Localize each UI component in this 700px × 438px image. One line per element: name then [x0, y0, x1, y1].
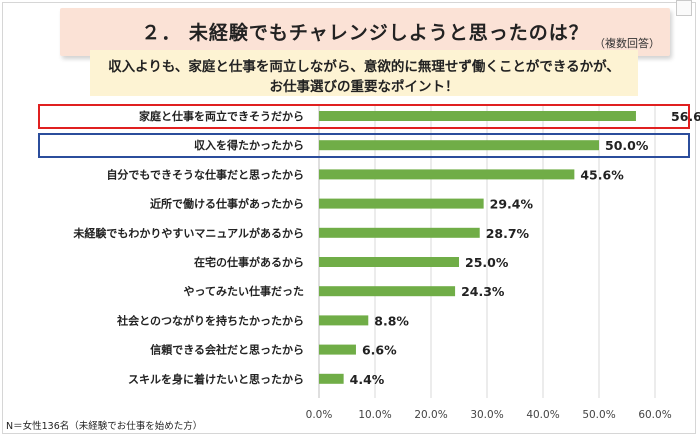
x-tick-label: 0.0% [306, 409, 333, 421]
bar [319, 140, 599, 151]
value-label: 6.6% [362, 343, 397, 358]
subtitle-line-1: 収入よりも、家庭と仕事を両立しながら、意欲的に無理せず働くことができるかが、 [108, 59, 620, 75]
bar [319, 169, 575, 180]
bar [319, 257, 459, 267]
subtitle-banner: 収入よりも、家庭と仕事を両立しながら、意欲的に無理せず働くことができるかが、 お… [90, 50, 638, 96]
x-tick-label: 40.0% [526, 409, 559, 421]
bar [319, 373, 344, 384]
corner-checkbox [676, 0, 692, 16]
bar [319, 111, 636, 121]
chart-frame [2, 2, 696, 434]
category-label: やってみたい仕事だった [184, 284, 304, 298]
value-label: 45.6% [580, 167, 624, 182]
bar [319, 286, 456, 297]
multiple-answer-note: （複数回答） [594, 37, 660, 50]
x-tick-label: 30.0% [470, 409, 503, 421]
subtitle-line-2: お仕事選びの重要なポイント！ [269, 79, 459, 95]
value-label: 50.0% [605, 138, 649, 153]
value-label: 25.0% [465, 255, 509, 270]
bar [319, 315, 369, 326]
chart-title: ２． 未経験でもチャレンジしようと思ったのは？ [141, 22, 589, 44]
x-tick-label: 20.0% [414, 409, 447, 421]
category-label: 信頼できる会社だと思ったから [150, 343, 304, 357]
category-label: 自分でもできそうな仕事だと思ったから [106, 167, 304, 181]
title-banner: ２． 未経験でもチャレンジしようと思ったのは？ （複数回答） [60, 8, 670, 56]
x-tick-label: 60.0% [638, 409, 671, 421]
value-label: 24.3% [461, 284, 505, 299]
bar [319, 227, 480, 238]
bar [319, 198, 484, 209]
highlight-box-income-reason [38, 133, 690, 159]
category-label: 近所で働ける仕事があったから [150, 197, 304, 211]
bar [319, 344, 356, 355]
category-label: スキルを身に着けたいと思ったから [128, 372, 304, 386]
x-tick-label: 50.0% [582, 409, 615, 421]
category-label: 未経験でもわかりやすいマニュアルがあるから [72, 226, 304, 240]
category-label: 社会とのつながりを持ちたかったから [116, 313, 304, 327]
value-label: 56.6% [671, 109, 700, 124]
sample-size-note: N＝女性136名（未経験でお仕事を始めた方） [6, 421, 203, 432]
value-label: 29.4% [490, 197, 534, 212]
value-label: 28.7% [486, 226, 530, 241]
x-tick-label: 10.0% [358, 409, 391, 421]
value-label: 8.8% [374, 313, 409, 328]
category-label: 在宅の仕事があるから [194, 255, 304, 269]
category-label: 家庭と仕事を両立できそうだから [139, 109, 304, 123]
highlight-box-top-reason [38, 104, 690, 129]
value-label: 4.4% [350, 372, 385, 387]
category-label: 収入を得たかったから [194, 138, 304, 152]
